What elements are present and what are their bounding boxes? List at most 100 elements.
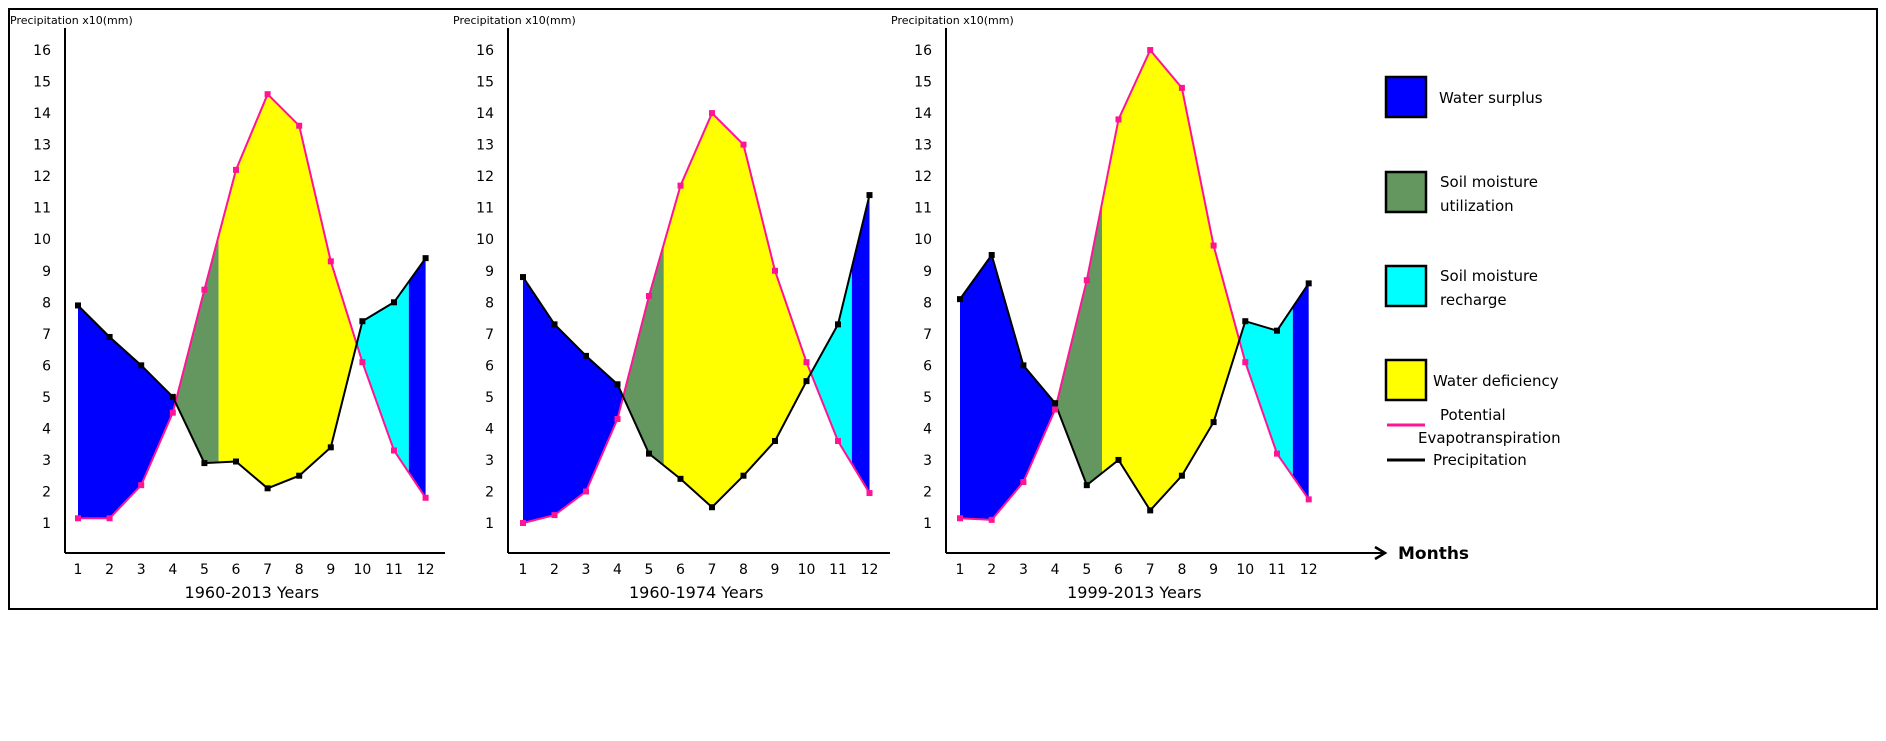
legend-label: Evapotranspiration [1418,429,1561,447]
pet-point [835,438,841,445]
legend-label: Potential [1440,406,1506,424]
precipitation-point [835,321,841,328]
precipitation-point [1274,327,1280,334]
legend-label: Precipitation [1433,451,1527,469]
y-tick-label: 11 [476,201,494,217]
y-tick-label: 3 [485,453,494,469]
pet-point [1115,116,1122,123]
y-tick-label: 9 [42,264,51,280]
pet-point [740,141,747,148]
x-tick-label: 3 [582,562,591,578]
x-tick-label: 9 [326,562,335,578]
precipitation-point [803,378,810,385]
x-tick-label: 3 [137,562,146,578]
water-surplus-area [851,195,870,494]
y-tick-label: 3 [923,453,932,469]
precipitation-point [1178,472,1185,479]
precipitation-point [520,274,526,281]
y-tick-label: 14 [476,106,494,122]
pet-point [583,488,589,495]
pet-point [264,91,271,98]
precipitation-point [391,299,397,306]
pet-point [1274,450,1280,457]
x-tick-label: 12 [1300,562,1318,578]
legend-swatch [1384,170,1428,214]
y-tick-label: 2 [923,484,932,500]
pet-point [359,359,366,366]
x-tick-label: 5 [645,562,654,578]
y-tick-label: 6 [42,358,51,374]
pet-point [709,110,715,117]
x-tick-label: 3 [1019,562,1028,578]
pet-point [646,292,652,299]
precipitation-point [1242,318,1249,325]
pet-point [327,258,334,265]
precipitation-point [866,192,873,199]
x-tick-label: 4 [613,562,622,578]
water-deficiency-area [663,113,811,508]
y-tick-label: 15 [33,75,51,91]
x-axis-label: Months [1398,544,1469,564]
y-tick-label: 9 [485,264,494,280]
y-tick-label: 9 [923,264,932,280]
soil-moisture-recharge-area [1239,307,1293,477]
precipitation-point [1210,419,1217,426]
x-tick-label: 2 [987,562,996,578]
x-tick-label: 7 [1146,562,1155,578]
panel-title: 1960-2013 Years [185,583,320,602]
x-tick-label: 6 [676,562,685,578]
precipitation-point [201,460,208,467]
precipitation-point [1083,482,1090,489]
y-tick-label: 10 [914,232,932,248]
x-tick-label: 8 [739,562,748,578]
precipitation-point [551,321,558,328]
pet-point [1020,479,1027,486]
y-tick-label: 13 [914,138,932,154]
y-tick-label: 8 [485,295,494,311]
x-tick-label: 10 [798,562,816,578]
x-tick-label: 11 [385,562,403,578]
y-tick-label: 1 [923,516,932,532]
y-axis-label: Precipitation x10(mm) [10,14,133,27]
precipitation-line [77,257,427,490]
y-tick-label: 14 [914,106,932,122]
pet-point [201,286,208,293]
x-tick-label: 5 [200,562,209,578]
precipitation-point [1305,280,1312,287]
precipitation-point [138,362,145,369]
precipitation-point [957,296,963,303]
x-tick-label: 12 [417,562,435,578]
precipitation-point [1115,456,1122,463]
pet-point [1242,359,1249,366]
y-tick-label: 1 [42,516,51,532]
legend-label: utilization [1440,197,1514,215]
x-tick-label: 2 [550,562,559,578]
y-tick-label: 2 [485,484,494,500]
pet-point [1178,84,1185,91]
legend-label: recharge [1440,291,1507,309]
precipitation-point [1052,400,1059,407]
pet-line [522,111,871,524]
y-tick-label: 8 [42,295,51,311]
legend-label: Water surplus [1439,89,1543,107]
pet-point [1052,406,1059,413]
pet-line [959,48,1310,521]
pet-point [772,267,778,274]
precipitation-point [75,302,81,309]
pet-point [957,515,963,522]
precipitation-line [522,194,871,509]
precipitation-point [327,444,334,451]
precipitation-point [988,251,995,258]
y-tick-label: 10 [33,232,51,248]
legend-swatch [1384,75,1428,119]
panel-title: 1960-1974 Years [629,583,764,602]
soil-moisture-utilization-area [1056,203,1103,486]
x-tick-label: 1 [956,562,965,578]
pet-point [866,490,873,497]
precipitation-point [772,438,778,445]
precipitation-point [359,318,366,325]
y-tick-label: 2 [42,484,51,500]
x-tick-label: 1 [519,562,528,578]
chart-panel-1: Precipitation x10(mm)1234567891011121314… [10,14,445,602]
